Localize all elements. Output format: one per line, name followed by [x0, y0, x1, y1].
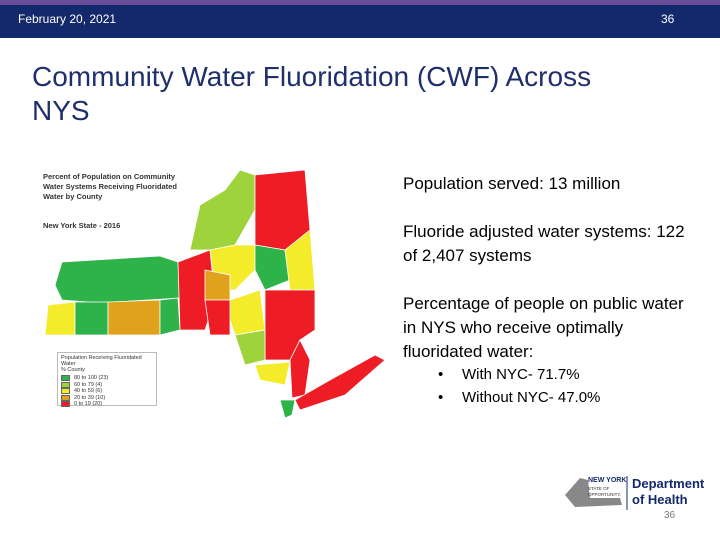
bullet-text: Without NYC- 47.0%: [462, 389, 601, 406]
map-subtitle: New York State - 2016: [43, 221, 121, 230]
map-legend: Population Receiving Fluoridated Water %…: [57, 352, 157, 408]
legend-item: 20 to 39 (10): [61, 394, 153, 402]
legend-swatch: [61, 394, 70, 401]
body-point: Fluoride adjusted water systems: 122 of …: [403, 222, 685, 265]
legend-label: 20 to 39 (10): [74, 394, 106, 401]
bullet: • With NYC- 71.7%: [438, 366, 580, 383]
legend-label: 60 to 79 (4): [74, 381, 103, 388]
legend-label: 0 to 19 (20): [74, 401, 103, 408]
date: February 20, 2021: [18, 12, 117, 26]
slide-title: Community Water Fluoridation (CWF) Acros…: [32, 61, 592, 126]
footer-page-number: 36: [664, 510, 676, 521]
body-point: Percentage of people on public water in …: [403, 294, 684, 361]
legend-item: 40 to 59 (6): [61, 388, 153, 395]
legend-item: 80 to 100 (23): [61, 375, 153, 382]
legend-label: 40 to 59 (6): [74, 388, 103, 395]
legend-swatch: [61, 388, 70, 395]
legend-item: 60 to 79 (4): [61, 381, 153, 389]
logo-department: Department of Health: [632, 476, 705, 507]
legend-items: 80 to 100 (23) 60 to 79 (4) 40 to 59 (6) 20…: [61, 375, 153, 408]
legend-label: 80 to 100 (23): [74, 375, 109, 382]
legend-title: Population Receiving Fluoridated Water: [61, 355, 142, 367]
legend-item: 0 to 19 (20): [61, 401, 153, 408]
bullet-dot: •: [438, 389, 444, 406]
logo-tagline: STATE OF OPPORTUNITY.: [588, 486, 622, 497]
header-bar: [0, 0, 720, 38]
legend-subtitle: % County: [61, 367, 85, 373]
legend-swatch: [61, 381, 70, 388]
logo-icon: [565, 478, 622, 507]
logo-state: NEW YORK: [588, 477, 627, 484]
bullet: • Without NYC- 47.0%: [438, 389, 600, 406]
map-title: Percent of Population on Community Water…: [43, 172, 177, 201]
legend-swatch: [61, 375, 70, 382]
bullet-text: With NYC- 71.7%: [462, 366, 580, 383]
body-point: Population served: 13 million: [403, 174, 621, 193]
bullet-dot: •: [438, 366, 444, 383]
page-number: 36: [661, 12, 675, 26]
legend-swatch: [61, 401, 70, 408]
